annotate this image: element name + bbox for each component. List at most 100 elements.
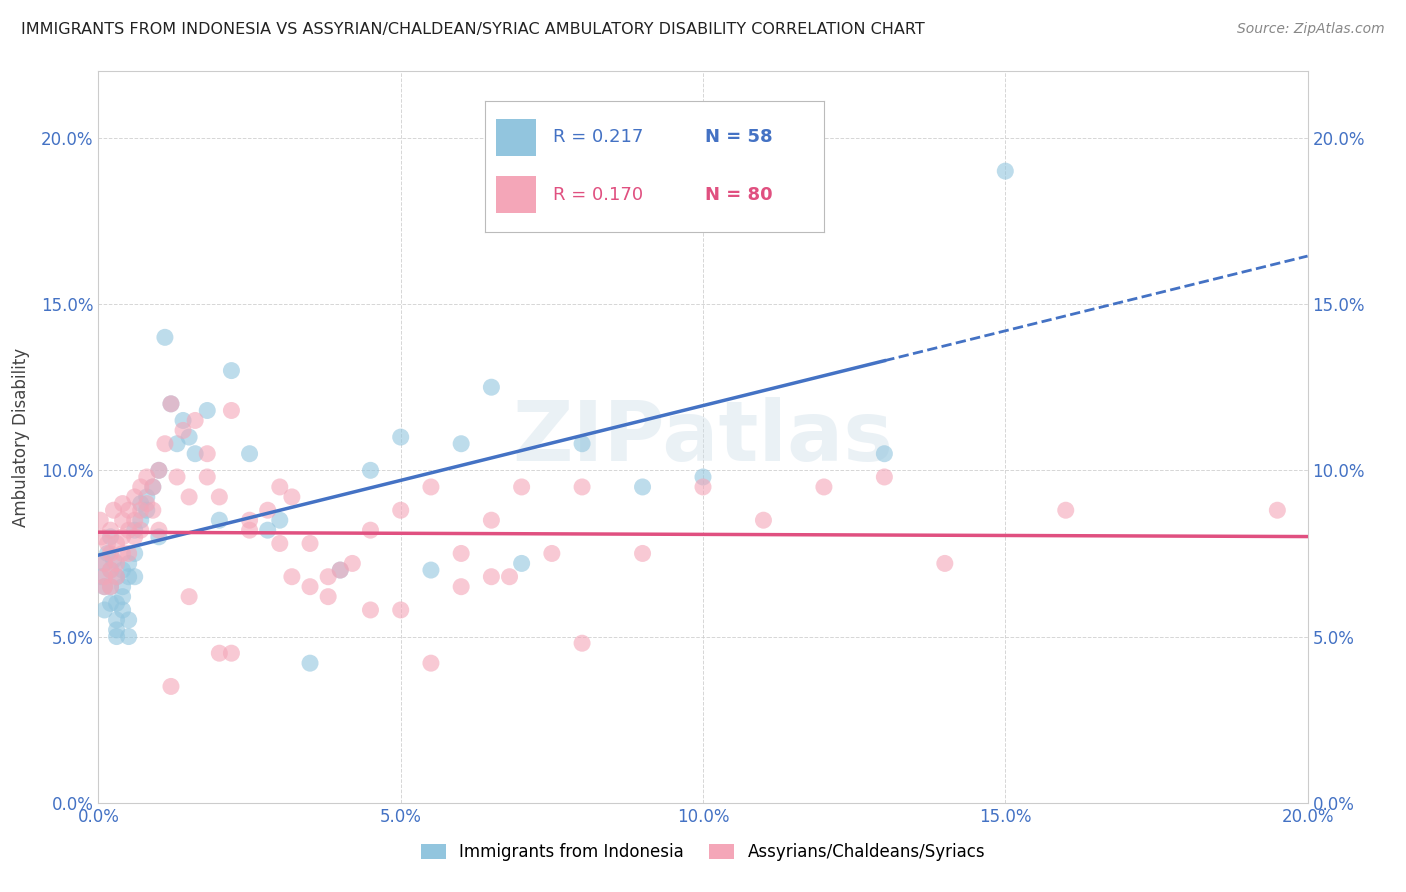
Point — [100, 523, 122, 537]
Point — [100, 546, 122, 560]
Point — [135, 490, 157, 504]
Point — [172, 424, 194, 438]
Point — [179, 490, 201, 504]
Point — [208, 490, 231, 504]
Point — [111, 497, 134, 511]
Point — [124, 570, 146, 584]
Point — [111, 546, 134, 560]
Point — [360, 603, 382, 617]
Point — [105, 570, 128, 584]
Point — [100, 563, 122, 577]
Point — [498, 570, 520, 584]
Point — [153, 436, 176, 450]
Text: ZIPatlas: ZIPatlas — [513, 397, 893, 477]
Point — [389, 430, 412, 444]
Point — [96, 546, 118, 560]
Point — [111, 603, 134, 617]
Point — [148, 530, 170, 544]
Point — [571, 636, 593, 650]
Point — [105, 570, 128, 584]
Point — [129, 513, 152, 527]
Point — [111, 590, 134, 604]
Point — [124, 523, 146, 537]
Point — [105, 536, 128, 550]
Point — [153, 330, 176, 344]
Point — [129, 497, 152, 511]
Point — [89, 513, 111, 527]
Point — [100, 580, 122, 594]
Point — [1267, 503, 1289, 517]
Point — [142, 503, 165, 517]
Point — [195, 403, 218, 417]
Point — [148, 463, 170, 477]
Point — [103, 503, 125, 517]
Point — [105, 613, 128, 627]
Point — [994, 164, 1017, 178]
Point — [450, 436, 472, 450]
Point — [389, 503, 412, 517]
Point — [281, 570, 304, 584]
Point — [111, 580, 134, 594]
Point — [90, 530, 112, 544]
Point — [100, 580, 122, 594]
Point — [100, 530, 122, 544]
Point — [221, 363, 243, 377]
Text: Source: ZipAtlas.com: Source: ZipAtlas.com — [1237, 22, 1385, 37]
Point — [752, 513, 775, 527]
Point — [160, 397, 183, 411]
Point — [934, 557, 956, 571]
Point — [813, 480, 835, 494]
Point — [184, 447, 207, 461]
Point — [221, 403, 243, 417]
Point — [118, 630, 141, 644]
Point — [135, 503, 157, 517]
Point — [239, 513, 262, 527]
Point — [269, 536, 291, 550]
Point — [450, 580, 472, 594]
Point — [172, 413, 194, 427]
Point — [1054, 503, 1077, 517]
Point — [90, 570, 112, 584]
Point — [329, 563, 352, 577]
Point — [873, 447, 896, 461]
Point — [93, 580, 115, 594]
Point — [118, 523, 141, 537]
Text: IMMIGRANTS FROM INDONESIA VS ASSYRIAN/CHALDEAN/SYRIAC AMBULATORY DISABILITY CORR: IMMIGRANTS FROM INDONESIA VS ASSYRIAN/CH… — [21, 22, 925, 37]
Point — [142, 480, 165, 494]
Point — [105, 623, 128, 637]
Point — [111, 513, 134, 527]
Point — [420, 480, 443, 494]
Point — [105, 630, 128, 644]
Point — [166, 470, 188, 484]
Point — [571, 480, 593, 494]
Point — [105, 557, 128, 571]
Point — [118, 546, 141, 560]
Point — [93, 603, 115, 617]
Point — [100, 596, 122, 610]
Point — [179, 590, 201, 604]
Point — [129, 480, 152, 494]
Point — [329, 563, 352, 577]
Legend: Immigrants from Indonesia, Assyrians/Chaldeans/Syriacs: Immigrants from Indonesia, Assyrians/Cha… — [415, 837, 991, 868]
Point — [481, 513, 503, 527]
Point — [148, 463, 170, 477]
Point — [420, 563, 443, 577]
Point — [118, 613, 141, 627]
Point — [269, 513, 291, 527]
Point — [208, 646, 231, 660]
Point — [316, 570, 339, 584]
Point — [281, 490, 304, 504]
Point — [540, 546, 562, 560]
Point — [135, 470, 157, 484]
Point — [179, 430, 201, 444]
Point — [160, 397, 183, 411]
Point — [118, 503, 141, 517]
Point — [148, 523, 170, 537]
Point — [166, 436, 188, 450]
Point — [160, 680, 183, 694]
Point — [389, 603, 412, 617]
Point — [420, 656, 443, 670]
Point — [256, 523, 278, 537]
Point — [450, 546, 472, 560]
Point — [360, 523, 382, 537]
